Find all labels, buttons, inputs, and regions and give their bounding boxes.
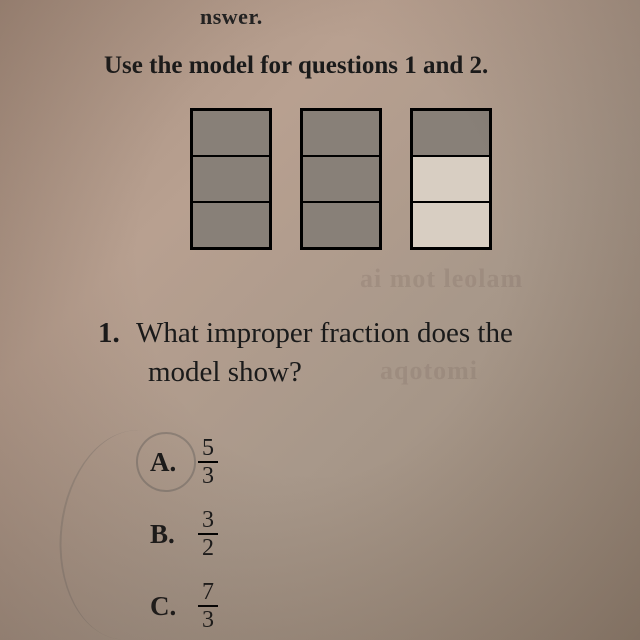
fraction-model — [190, 108, 492, 250]
question-number: 1. — [98, 314, 136, 353]
fraction-denominator: 3 — [198, 607, 218, 632]
choice-b: B. 3 2 — [150, 498, 218, 570]
instruction-text: Use the model for questions 1 and 2. — [104, 52, 488, 80]
model-rect-3 — [410, 108, 492, 250]
fraction-denominator: 2 — [198, 535, 218, 560]
partial-header-text: nswer. — [200, 4, 263, 30]
cell-shaded — [193, 111, 269, 157]
worksheet-page: nswer. Use the model for questions 1 and… — [0, 0, 640, 640]
fraction-numerator: 5 — [198, 436, 218, 463]
choice-c: C. 7 3 — [150, 570, 218, 640]
fraction-denominator: 3 — [198, 463, 218, 488]
cell-shaded — [303, 203, 379, 247]
fraction-a: 5 3 — [198, 436, 218, 488]
cell-unshaded — [413, 157, 489, 203]
fraction-b: 3 2 — [198, 508, 218, 560]
model-rect-1 — [190, 108, 272, 250]
model-rect-2 — [300, 108, 382, 250]
fraction-numerator: 7 — [198, 580, 218, 607]
print-artifact: ai mot leolam — [360, 264, 523, 294]
cell-shaded — [303, 157, 379, 203]
cell-shaded — [193, 157, 269, 203]
choice-letter: B. — [150, 519, 198, 550]
print-artifact: aqotomi — [380, 356, 478, 386]
cell-shaded — [303, 111, 379, 157]
question-line1: What improper fraction does the — [136, 317, 513, 349]
cell-unshaded — [413, 203, 489, 247]
fraction-numerator: 3 — [198, 508, 218, 535]
choice-a: A. 5 3 — [150, 426, 218, 498]
answer-choices: A. 5 3 B. 3 2 C. 7 3 — [150, 426, 218, 640]
cell-shaded — [413, 111, 489, 157]
choice-letter: C. — [150, 591, 198, 622]
choice-letter: A. — [150, 447, 198, 478]
cell-shaded — [193, 203, 269, 247]
fraction-c: 7 3 — [198, 580, 218, 632]
